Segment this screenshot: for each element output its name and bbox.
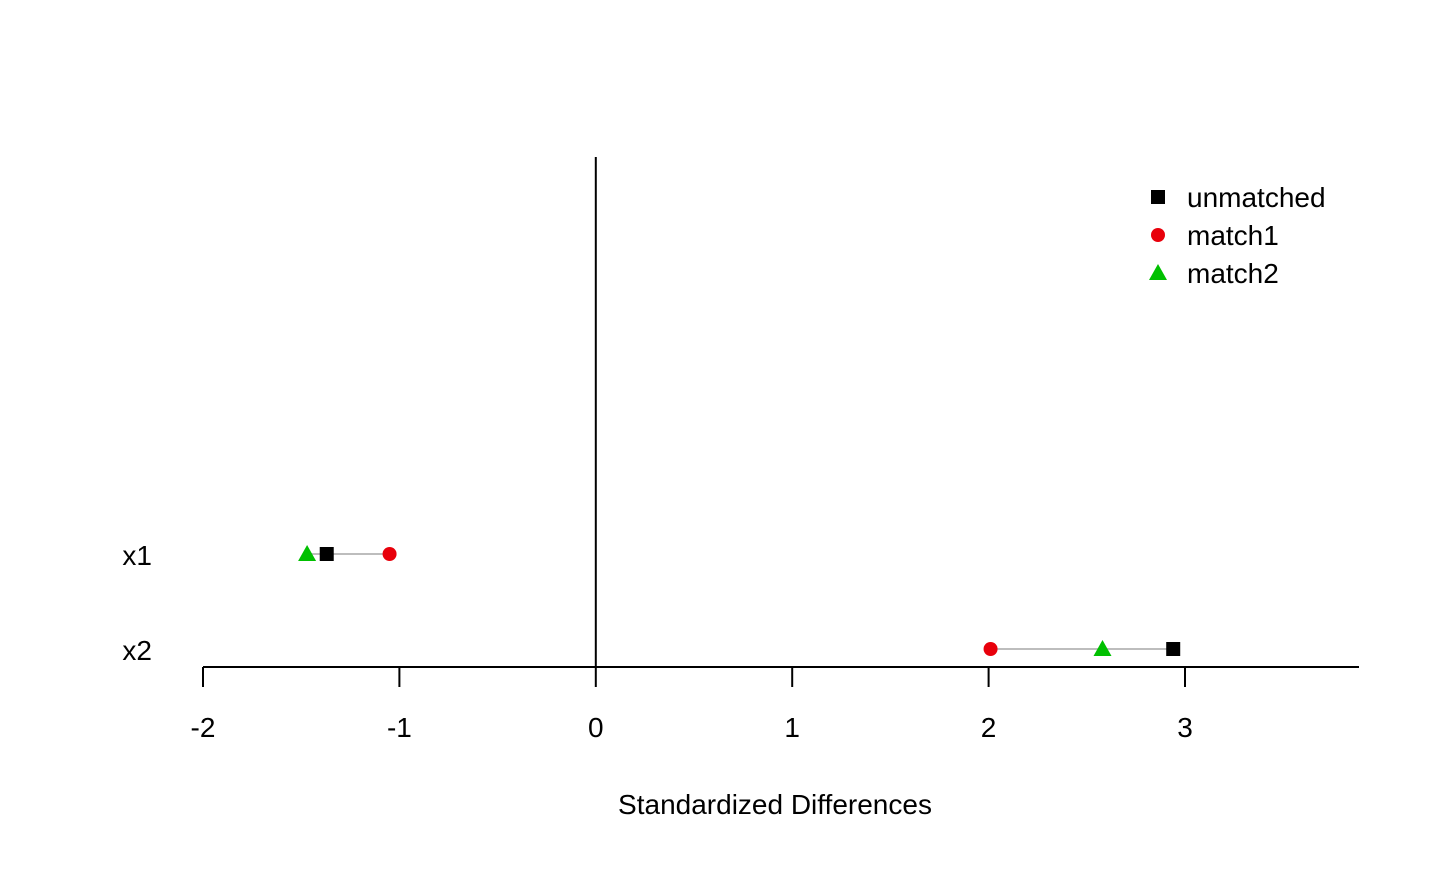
x-axis-title: Standardized Differences bbox=[618, 789, 932, 820]
legend-label: unmatched bbox=[1187, 182, 1326, 213]
x-axis: -2 -1 0 1 2 3 bbox=[191, 666, 1359, 743]
x-tick-label: 1 bbox=[784, 712, 800, 743]
legend: unmatched match1 match2 bbox=[1149, 182, 1326, 289]
category-labels: x1 x2 bbox=[122, 540, 152, 666]
data-points bbox=[298, 545, 1181, 656]
data-point-match1 bbox=[382, 547, 397, 561]
x-tick-label: 0 bbox=[588, 712, 604, 743]
x-tick-label: -1 bbox=[387, 712, 412, 743]
category-label: x1 bbox=[122, 540, 152, 571]
legend-marker-match2 bbox=[1149, 264, 1167, 280]
legend-label: match1 bbox=[1187, 220, 1279, 251]
legend-label: match2 bbox=[1187, 258, 1279, 289]
x-tick-label: 3 bbox=[1177, 712, 1193, 743]
data-point-unmatched bbox=[319, 547, 334, 561]
legend-marker-unmatched bbox=[1151, 190, 1165, 204]
category-label: x2 bbox=[122, 635, 152, 666]
x-tick-label: 2 bbox=[981, 712, 997, 743]
connector-lines bbox=[307, 553, 1174, 650]
data-point-unmatched bbox=[1166, 642, 1181, 656]
data-point-match1 bbox=[983, 642, 998, 656]
data-point-match2 bbox=[298, 545, 317, 561]
legend-marker-match1 bbox=[1151, 228, 1165, 242]
data-point-match2 bbox=[1093, 640, 1112, 656]
x-tick-label: -2 bbox=[191, 712, 216, 743]
